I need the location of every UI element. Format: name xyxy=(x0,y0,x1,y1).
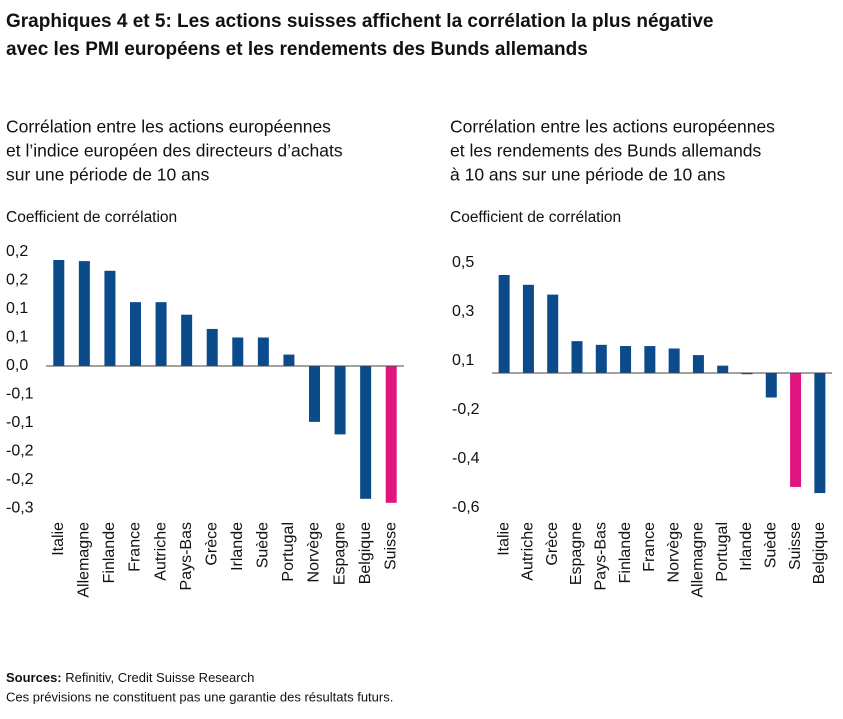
x-tick-label: France xyxy=(641,522,658,572)
bar xyxy=(595,344,607,373)
y-tick-label: 0,2 xyxy=(6,243,28,260)
x-tick-label: Allemagne xyxy=(690,522,707,598)
bar xyxy=(283,354,295,366)
x-tick-label: Suède xyxy=(763,522,780,568)
y-tick-label: 0,2 xyxy=(6,272,28,289)
y-tick-label: -0,1 xyxy=(6,386,34,403)
note: Ces prévisions ne constituent pas une ga… xyxy=(6,689,393,704)
y-axis-label: Coefficient de corrélation xyxy=(450,209,621,226)
y-tick-label: -0,1 xyxy=(6,414,34,431)
y-tick-label: -0,2 xyxy=(6,443,34,460)
x-tick-label: Italie xyxy=(50,522,67,556)
bar xyxy=(181,314,193,366)
x-tick-label: Portugal xyxy=(714,522,731,582)
x-tick-label: Irlande xyxy=(738,522,755,571)
y-tick-label: -0,4 xyxy=(452,450,480,467)
x-tick-label: Pays-Bas xyxy=(178,522,195,590)
bar xyxy=(790,373,802,487)
x-tick-label: Autriche xyxy=(152,522,169,581)
bar xyxy=(571,341,583,373)
sources: Sources: Refinitiv, Credit Suisse Resear… xyxy=(6,670,254,685)
bar xyxy=(522,284,534,373)
y-tick-label: -0,3 xyxy=(6,500,34,517)
bar xyxy=(668,348,680,373)
bar xyxy=(620,346,632,373)
bar xyxy=(814,373,826,494)
x-tick-label: Finlande xyxy=(101,522,118,583)
bar xyxy=(547,294,559,373)
bar xyxy=(717,365,729,373)
subtitle: et l’indice européen des directeurs d’ac… xyxy=(6,141,343,161)
x-tick-label: Suisse xyxy=(382,522,399,570)
bar xyxy=(692,355,704,373)
bar xyxy=(334,366,346,435)
bar xyxy=(741,373,753,375)
x-tick-label: Autriche xyxy=(520,522,537,581)
bar xyxy=(130,302,141,366)
x-tick-label: Finlande xyxy=(617,522,634,583)
bar xyxy=(765,373,777,398)
bar xyxy=(309,366,320,422)
x-tick-label: Pays-Bas xyxy=(593,522,610,590)
x-tick-label: Norvège xyxy=(665,522,682,583)
bar xyxy=(78,261,90,366)
sources-text: Refinitiv, Credit Suisse Research xyxy=(65,670,254,685)
bar xyxy=(360,366,372,499)
x-tick-label: Belgique xyxy=(357,522,374,584)
bar xyxy=(104,270,116,366)
title: Graphiques 4 et 5: Les actions suisses a… xyxy=(6,11,713,32)
y-tick-label: -0,6 xyxy=(452,499,480,516)
y-tick-label: -0,2 xyxy=(452,401,480,418)
subtitle: à 10 ans sur une période de 10 ans xyxy=(450,165,726,185)
x-tick-label: Grèce xyxy=(203,522,220,566)
x-tick-label: Italie xyxy=(495,522,512,556)
x-tick-label: Norvège xyxy=(306,522,323,583)
y-tick-label: 0,3 xyxy=(452,303,474,320)
bar xyxy=(385,366,397,503)
subtitle: sur une période de 10 ans xyxy=(6,165,210,185)
subtitle: Corrélation entre les actions européenne… xyxy=(450,117,775,137)
x-tick-label: Irlande xyxy=(229,522,246,571)
bar xyxy=(155,302,167,366)
y-tick-label: 0,1 xyxy=(6,329,28,346)
x-tick-label: Suisse xyxy=(787,522,804,570)
x-tick-label: Allemagne xyxy=(76,522,93,598)
y-tick-label: 0,0 xyxy=(6,357,28,374)
x-tick-label: Grèce xyxy=(544,522,561,566)
x-tick-label: Espagne xyxy=(568,522,585,585)
y-tick-label: 0,5 xyxy=(452,254,474,271)
bar xyxy=(498,275,510,373)
y-tick-label: 0,1 xyxy=(6,300,28,317)
x-tick-label: Belgique xyxy=(811,522,828,584)
bar xyxy=(644,346,656,373)
title: avec les PMI européens et les rendements… xyxy=(6,39,588,60)
bar xyxy=(53,259,65,366)
y-tick-label: -0,2 xyxy=(6,471,34,488)
bar xyxy=(257,337,269,366)
x-tick-label: Espagne xyxy=(331,522,348,585)
y-tick-label: 0,1 xyxy=(452,352,474,369)
subtitle: Corrélation entre les actions européenne… xyxy=(6,117,331,137)
y-axis-label: Coefficient de corrélation xyxy=(6,209,177,226)
bar xyxy=(232,337,244,366)
x-tick-label: Suède xyxy=(255,522,272,568)
sources-label: Sources: xyxy=(6,670,62,685)
x-tick-label: France xyxy=(127,522,144,572)
x-tick-label: Portugal xyxy=(280,522,297,582)
bar xyxy=(206,328,218,366)
subtitle: et les rendements des Bunds allemands xyxy=(450,141,762,161)
